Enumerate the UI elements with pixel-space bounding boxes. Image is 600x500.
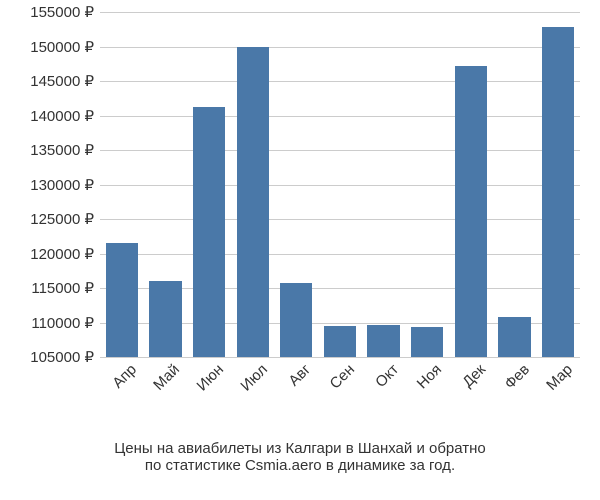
ytick-label: 140000 ₽ [30, 107, 100, 125]
chart-caption: Цены на авиабилеты из Калгари в Шанхай и… [0, 440, 600, 474]
xtick-label: Дек [459, 361, 489, 391]
gridline [100, 116, 580, 117]
plot-area: 105000 ₽110000 ₽115000 ₽120000 ₽125000 ₽… [100, 12, 580, 357]
bar [542, 27, 574, 357]
ytick-label: 155000 ₽ [30, 3, 100, 21]
gridline [100, 81, 580, 82]
ytick-label: 125000 ₽ [30, 210, 100, 228]
caption-line: по статистике Csmia.aero в динамике за г… [0, 457, 600, 474]
bar [367, 325, 399, 357]
xtick-label: Сен [327, 361, 358, 392]
ytick-label: 145000 ₽ [30, 72, 100, 90]
gridline [100, 254, 580, 255]
gridline [100, 150, 580, 151]
ytick-label: 130000 ₽ [30, 176, 100, 194]
gridline [100, 219, 580, 220]
bar [455, 66, 487, 357]
bar [411, 327, 443, 357]
ytick-label: 115000 ₽ [31, 279, 100, 297]
bar [324, 326, 356, 357]
xtick-label: Июн [194, 361, 227, 394]
xtick-label: Июл [237, 361, 271, 395]
bar [498, 317, 530, 357]
bar [237, 47, 269, 358]
bar [149, 281, 181, 357]
gridline [100, 357, 580, 358]
ytick-label: 135000 ₽ [30, 141, 100, 159]
ytick-label: 150000 ₽ [30, 38, 100, 56]
xtick-label: Фев [501, 361, 533, 393]
gridline [100, 185, 580, 186]
price-chart: 105000 ₽ 110000 ₽ 115000 ₽ 120000 ₽ 125000 ₽… [0, 0, 600, 500]
xtick-label: Ноя [414, 361, 445, 392]
ytick-label: 110000 ₽ [31, 314, 100, 332]
xtick-label: Окт [372, 361, 402, 391]
bar [106, 243, 138, 357]
ytick-label: 120000 ₽ [30, 245, 100, 263]
xtick-label: Май [151, 361, 184, 394]
bar [280, 283, 312, 357]
caption-line: Цены на авиабилеты из Калгари в Шанхай и… [0, 440, 600, 457]
gridline [100, 12, 580, 13]
gridline [100, 47, 580, 48]
xtick-label: Мар [543, 361, 576, 394]
xtick-label: Апр [109, 361, 140, 392]
bar [193, 107, 225, 357]
xtick-label: Авг [286, 361, 315, 390]
ytick-label: 105000 ₽ [30, 348, 100, 366]
